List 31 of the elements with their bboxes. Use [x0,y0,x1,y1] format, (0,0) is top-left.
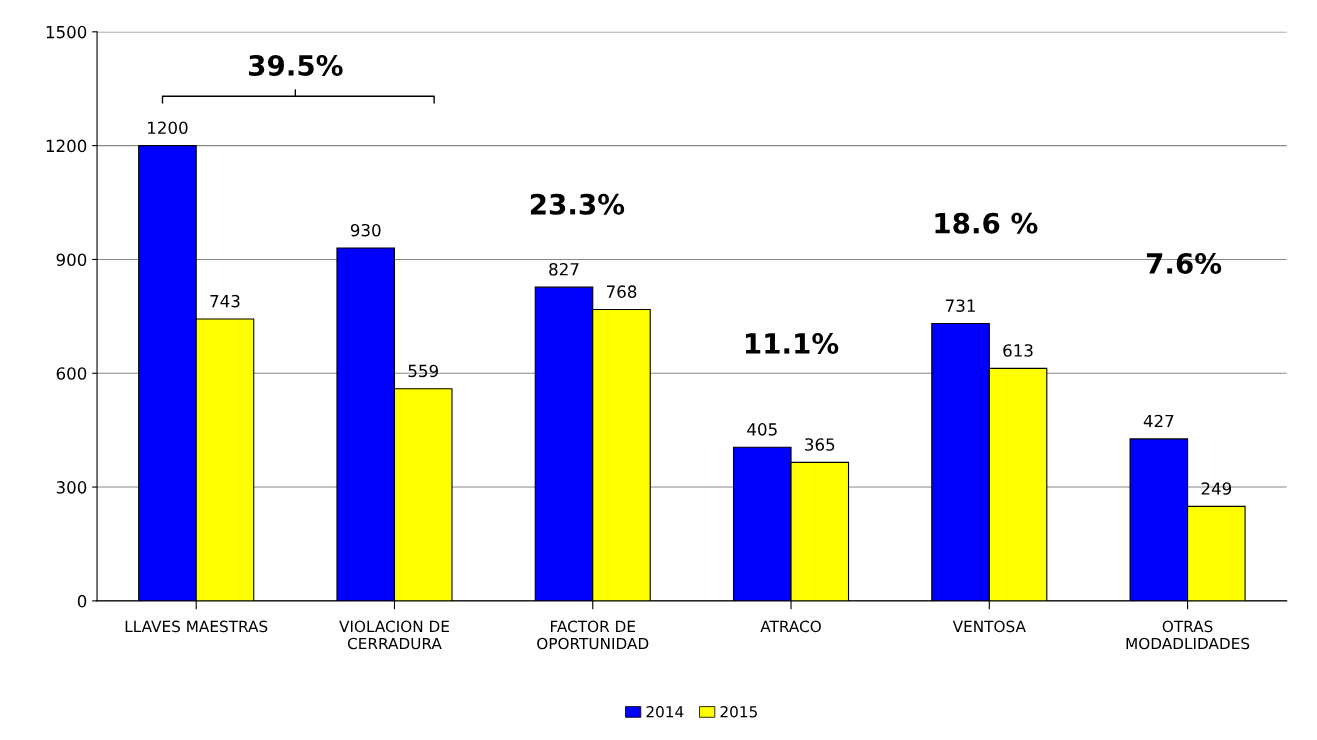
y-tick-label: 300 [56,481,87,494]
annotation: 39.5% [249,54,343,76]
annotation: 23.3% [530,193,625,215]
legend-label: 2014 [646,705,684,718]
y-tick-label: 900 [56,253,87,267]
data-label: 613 [1003,344,1033,357]
y-tick-label: 1200 [46,139,87,153]
y-tick-label: 600 [56,367,87,380]
data-label: 731 [946,299,975,312]
data-label: 930 [350,223,381,237]
x-tick-label: OTRAS MODADLIDADES [1126,620,1250,650]
legend-label: 2015 [720,705,757,718]
data-label: 427 [1143,414,1174,428]
annotation: 11.1% [745,332,839,354]
data-label: 365 [805,438,835,451]
x-tick-label: VIOLACION DE CERRADURA [339,620,449,650]
annotation: 7.6% [1146,252,1222,274]
x-tick-label: VENTOSA [952,620,1026,633]
data-label: 827 [549,262,579,276]
y-tick-label: 0 [77,594,87,608]
x-tick-label: ATRACO [760,620,821,633]
data-label: 405 [747,423,777,436]
data-label: 1200 [148,121,188,135]
data-label: 249 [1201,482,1232,495]
x-tick-label: FACTOR DE OPORTUNIDAD [537,620,649,650]
y-tick-label: 1500 [46,25,87,39]
data-label: 768 [606,285,637,298]
annotation: 18.6 % [935,212,1038,234]
data-label: 743 [210,294,240,308]
data-label: 559 [408,364,438,378]
x-tick-label: LLAVES MAESTRAS [125,620,268,633]
